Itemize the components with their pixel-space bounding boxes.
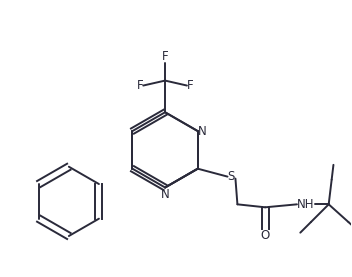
Text: O: O bbox=[260, 229, 270, 242]
Text: F: F bbox=[162, 50, 168, 63]
Text: N: N bbox=[161, 188, 169, 201]
Text: NH: NH bbox=[297, 198, 314, 211]
Text: S: S bbox=[227, 170, 235, 183]
Text: N: N bbox=[198, 125, 207, 138]
Text: F: F bbox=[137, 79, 143, 92]
Text: F: F bbox=[187, 79, 194, 92]
